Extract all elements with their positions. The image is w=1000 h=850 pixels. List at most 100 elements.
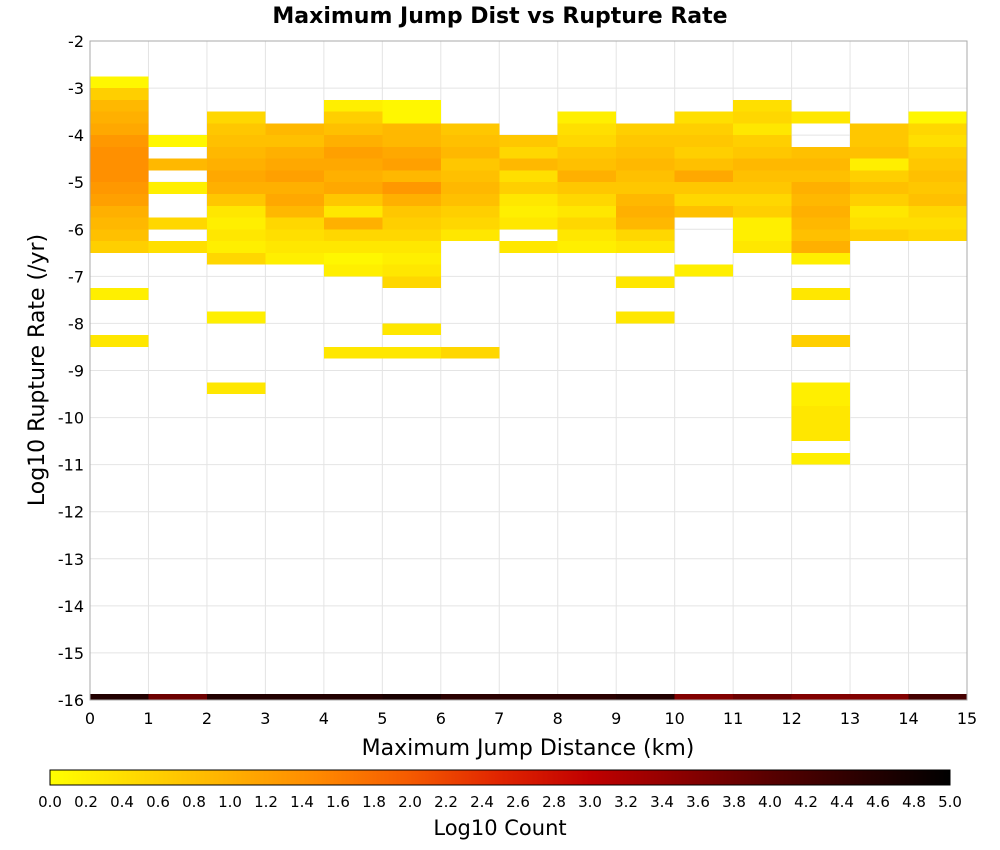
heatmap-cell bbox=[674, 170, 734, 183]
heatmap-cell bbox=[616, 123, 675, 136]
heatmap-cell bbox=[791, 417, 851, 430]
heatmap-cell bbox=[206, 229, 266, 242]
heatmap-cell bbox=[499, 135, 558, 147]
colorbar-tick-label: 1.8 bbox=[362, 793, 386, 811]
heatmap-cell bbox=[206, 170, 266, 183]
heatmap-cell bbox=[674, 205, 734, 218]
heatmap-cell bbox=[791, 193, 851, 206]
heatmap-cell bbox=[440, 182, 500, 194]
heatmap-cell bbox=[850, 205, 909, 218]
heatmap-cell bbox=[733, 217, 792, 230]
heatmap-cell bbox=[206, 146, 266, 159]
heatmap-cell bbox=[616, 193, 675, 206]
heatmap-cell bbox=[499, 193, 558, 206]
x-tick-label: 11 bbox=[723, 709, 743, 728]
heatmap-cell bbox=[499, 694, 558, 700]
heatmap-cell bbox=[265, 252, 324, 265]
heatmap-cell bbox=[850, 217, 909, 230]
heatmap-cell bbox=[265, 182, 324, 194]
heatmap-cell bbox=[908, 170, 967, 183]
x-tick-label: 0 bbox=[85, 709, 95, 728]
heatmap-cell bbox=[674, 193, 734, 206]
heatmap-cell bbox=[382, 346, 441, 359]
heatmap-cell bbox=[265, 241, 324, 253]
heatmap-cell bbox=[148, 217, 207, 230]
heatmap-cell bbox=[90, 99, 149, 112]
heatmap-cell bbox=[908, 217, 967, 230]
y-tick-label: -2 bbox=[68, 32, 84, 51]
heatmap-cell bbox=[733, 158, 792, 171]
x-tick-label: 7 bbox=[494, 709, 504, 728]
y-tick-label: -4 bbox=[68, 126, 84, 145]
heatmap-cell bbox=[440, 193, 500, 206]
heatmap-cell bbox=[90, 182, 149, 194]
y-tick-label: -3 bbox=[68, 79, 84, 98]
x-tick-label: 15 bbox=[957, 709, 977, 728]
heatmap-cell bbox=[616, 205, 675, 218]
colorbar-tick-label: 2.2 bbox=[434, 793, 458, 811]
colorbar-title: Log10 Count bbox=[433, 816, 566, 840]
colorbar-tick-label: 1.2 bbox=[254, 793, 278, 811]
x-tick-label: 3 bbox=[260, 709, 270, 728]
heatmap-cell bbox=[382, 123, 441, 136]
heatmap-cell bbox=[499, 158, 558, 171]
heatmap-cell bbox=[616, 135, 675, 147]
heatmap-cell bbox=[499, 170, 558, 183]
heatmap-cell bbox=[557, 111, 617, 124]
heatmap-cell bbox=[440, 217, 500, 230]
heatmap-cell bbox=[733, 99, 792, 112]
y-tick-label: -16 bbox=[58, 691, 84, 710]
colorbar-tick-labels: 0.0 0.2 0.4 0.6 0.8 1.0 1.2 1.4 1.6 1.8 2.0 2.2 2.4 2… bbox=[38, 793, 962, 811]
heatmap-cell bbox=[382, 182, 441, 194]
colorbar-tick-label: 3.0 bbox=[578, 793, 602, 811]
heatmap-cell bbox=[733, 182, 792, 194]
heatmap-cell bbox=[206, 694, 266, 700]
heatmap-cell bbox=[90, 288, 149, 300]
heatmap-cell bbox=[791, 111, 851, 124]
heatmap-cell bbox=[148, 135, 207, 147]
heatmap-cell bbox=[323, 193, 383, 206]
heatmap-cell bbox=[674, 146, 734, 159]
heatmap-cell bbox=[557, 229, 617, 242]
y-tick-label: -8 bbox=[68, 314, 84, 333]
colorbar bbox=[49, 769, 951, 786]
colorbar-tick-label: 3.2 bbox=[614, 793, 638, 811]
heatmap-cell bbox=[323, 170, 383, 183]
heatmap-cell bbox=[90, 146, 149, 159]
heatmap-cell bbox=[499, 241, 558, 253]
heatmap-cell bbox=[616, 182, 675, 194]
y-tick-label: -14 bbox=[58, 597, 84, 616]
heatmap-cell bbox=[674, 694, 734, 700]
heatmap-cell bbox=[791, 405, 851, 418]
heatmap-cell bbox=[206, 135, 266, 147]
heatmap-cell bbox=[148, 182, 207, 194]
heatmap-cell bbox=[908, 123, 967, 136]
heatmap-cell bbox=[440, 158, 500, 171]
heatmap-cell bbox=[557, 241, 617, 253]
heatmap-cell bbox=[440, 146, 500, 159]
heatmap-cell bbox=[733, 111, 792, 124]
heatmap-cell bbox=[850, 158, 909, 171]
heatmap-cell bbox=[382, 146, 441, 159]
heatmap-cell bbox=[791, 288, 851, 300]
heatmap-cell bbox=[265, 205, 324, 218]
x-tick-label: 14 bbox=[898, 709, 918, 728]
heatmap-cell bbox=[323, 111, 383, 124]
colorbar-tick-label: 4.4 bbox=[830, 793, 854, 811]
heatmap-cell bbox=[557, 217, 617, 230]
y-tick-label: -7 bbox=[68, 267, 84, 286]
x-tick-label: 6 bbox=[436, 709, 446, 728]
heatmap-cell bbox=[206, 252, 266, 265]
heatmap-cell bbox=[908, 229, 967, 242]
heatmap-cell bbox=[90, 217, 149, 230]
colorbar-tick-label: 4.2 bbox=[794, 793, 818, 811]
heatmap-cell bbox=[323, 146, 383, 159]
heatmap-cell bbox=[382, 252, 441, 265]
heatmap-cell bbox=[206, 123, 266, 136]
heatmap-cell bbox=[90, 135, 149, 147]
heatmap-cell bbox=[90, 123, 149, 136]
heatmap-cell bbox=[557, 123, 617, 136]
heatmap-cell bbox=[382, 111, 441, 124]
heatmap-cell bbox=[908, 694, 967, 700]
heatmap-cell bbox=[323, 99, 383, 112]
